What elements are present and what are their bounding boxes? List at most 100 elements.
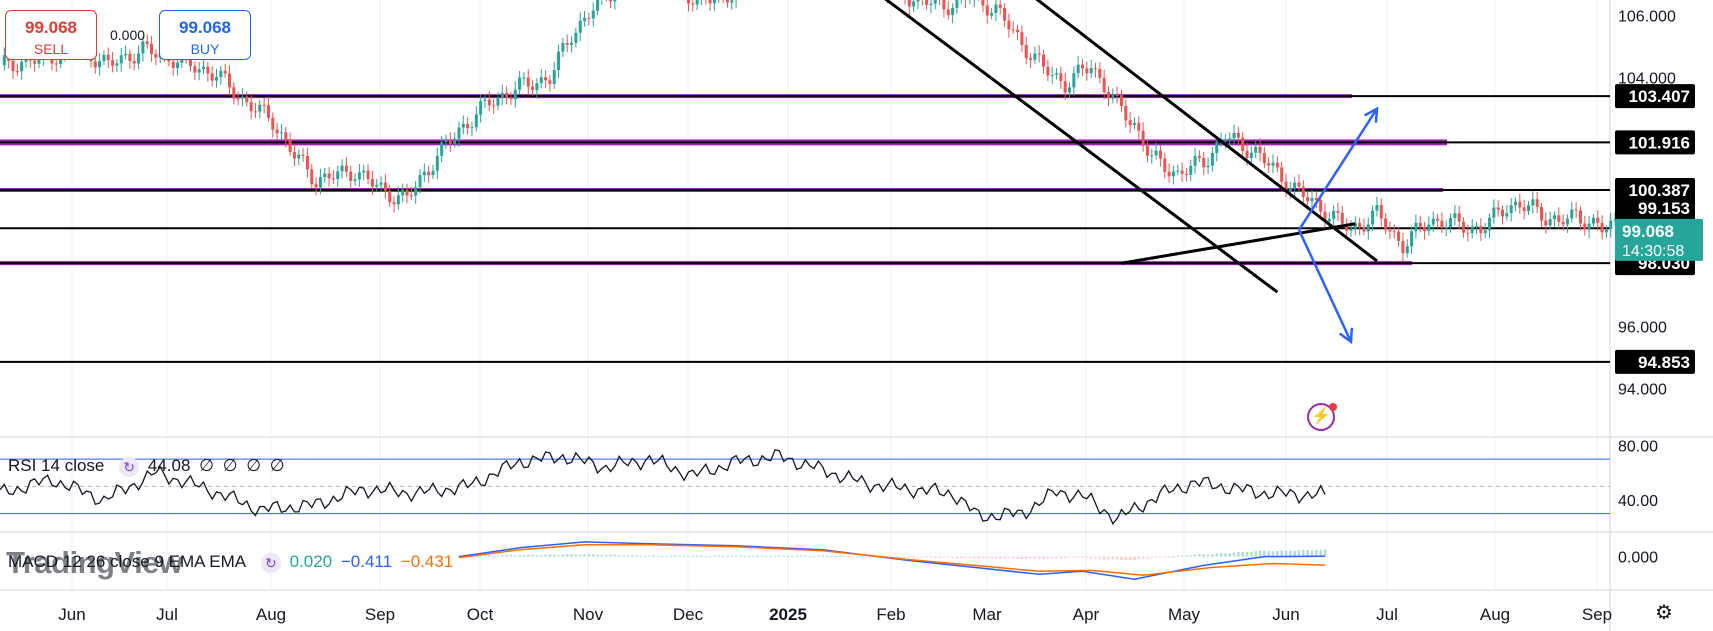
macd-hist-bar <box>834 556 837 558</box>
candle-body <box>1323 211 1327 222</box>
macd-hist-bar <box>795 555 799 557</box>
sell-button[interactable]: 99.068 SELL <box>5 10 97 60</box>
macd-hist-bar <box>713 555 716 557</box>
candle-body <box>245 96 249 103</box>
macd-hist-bar <box>1241 551 1245 557</box>
macd-hist-bar <box>708 555 712 557</box>
candle-body <box>1115 94 1119 96</box>
macd-hist-bar <box>830 556 833 558</box>
spread-value: 0.000 <box>110 27 146 43</box>
macd-hist-bar <box>869 556 872 558</box>
candle-body <box>331 178 335 180</box>
candle-body <box>492 105 496 107</box>
candle-body <box>1423 226 1427 231</box>
candle-body <box>487 99 491 106</box>
time-tick-label: Nov <box>573 605 604 624</box>
candle-body <box>1275 162 1279 168</box>
candle-body <box>1271 162 1275 166</box>
macd-hist-bar <box>903 556 907 558</box>
candle-body <box>111 60 115 66</box>
candle-body <box>323 173 327 178</box>
candle-body <box>535 83 539 91</box>
candle-body <box>1444 227 1448 229</box>
candle-body <box>1111 94 1115 99</box>
macd-hist-bar <box>860 556 863 558</box>
refresh-icon[interactable]: ↻ <box>119 456 140 477</box>
candle-body <box>1232 132 1236 139</box>
level-label-box <box>1615 196 1695 220</box>
candle-body <box>1141 130 1145 146</box>
candle-body <box>587 17 591 19</box>
price-tick-label: 104.000 <box>1618 71 1676 88</box>
candle-body <box>1154 150 1158 156</box>
macd-hist-bar <box>968 556 972 558</box>
candle-body <box>1470 226 1474 234</box>
rsi-extra-1: ∅ <box>199 456 214 475</box>
macd-hist-bar <box>552 554 556 557</box>
level-label: 94.853 <box>1638 353 1690 372</box>
candle-body <box>288 139 292 153</box>
macd-hist-bar <box>964 556 967 558</box>
candle-body <box>1293 182 1297 189</box>
candle-body <box>1535 199 1539 207</box>
macd-hist-bar <box>557 554 560 557</box>
level-label: 101.916 <box>1629 133 1690 152</box>
candle-body <box>552 70 556 84</box>
refresh-icon[interactable]: ↻ <box>260 552 281 573</box>
macd-hist-bar <box>981 556 985 559</box>
macd-hist-bar <box>1016 556 1019 559</box>
candle-body <box>933 0 937 4</box>
macd-hist-bar <box>843 555 846 557</box>
macd-hist-bar <box>1211 554 1214 557</box>
macd-hist-bar <box>1046 556 1050 559</box>
macd-hist-bar <box>721 555 725 557</box>
candle-body <box>379 182 383 185</box>
candle-body <box>1314 198 1318 200</box>
rsi-extra-4: ∅ <box>269 456 285 475</box>
candle-body <box>942 0 946 10</box>
candle-body <box>340 165 344 172</box>
time-tick-label: Aug <box>256 605 286 624</box>
rsi-legend[interactable]: RSI 14 close ↻ 44.08 ∅ ∅ ∅ ∅ <box>8 456 289 477</box>
macd-hist-bar <box>1020 556 1024 560</box>
macd-hist-bar <box>951 556 954 558</box>
candle-body <box>344 165 348 172</box>
macd-hist-bar <box>1250 551 1253 557</box>
candle-body <box>1042 54 1046 67</box>
candle-body <box>271 117 275 130</box>
rsi-line <box>0 449 1326 526</box>
candle-body <box>990 13 994 16</box>
macd-hist-bar <box>1037 556 1041 560</box>
macd-hist-bar <box>1042 556 1045 560</box>
price-tick-label: 96.000 <box>1618 319 1667 336</box>
macd-hist-bar <box>1284 550 1288 557</box>
macd-hist-bar <box>1180 555 1184 557</box>
macd-hist-bar <box>994 556 998 559</box>
arrow-head-0 <box>1364 106 1379 123</box>
macd-hist-bar <box>700 555 703 557</box>
candle-body <box>1007 20 1011 30</box>
candle-body <box>1565 218 1569 225</box>
lightning-icon[interactable]: ⚡ <box>1307 403 1335 431</box>
candle-body <box>1241 137 1245 151</box>
buy-label: BUY <box>190 41 220 57</box>
macd-legend[interactable]: MACD 12 26 close 9 EMA EMA ↻ 0.020 −0.41… <box>8 552 457 573</box>
candle-body <box>1011 29 1015 31</box>
candle-body <box>695 0 699 5</box>
candle-body <box>266 105 270 118</box>
macd-hist-bar <box>570 554 573 557</box>
buy-button[interactable]: 99.068 BUY <box>159 10 251 60</box>
macd-hist-bar <box>630 555 634 557</box>
macd-hist-bar <box>756 555 760 557</box>
settings-gear-icon[interactable]: ⚙ <box>1655 602 1673 624</box>
candle-body <box>1301 186 1305 198</box>
candle-body <box>1587 223 1591 230</box>
macd-hist-bar <box>526 554 530 557</box>
candle-body <box>1024 44 1028 59</box>
level-label-box <box>1615 130 1695 155</box>
current-price-box <box>1615 218 1703 261</box>
macd-hist-bar <box>665 556 669 558</box>
candle-body <box>1327 218 1331 222</box>
candle-body <box>1003 8 1007 21</box>
